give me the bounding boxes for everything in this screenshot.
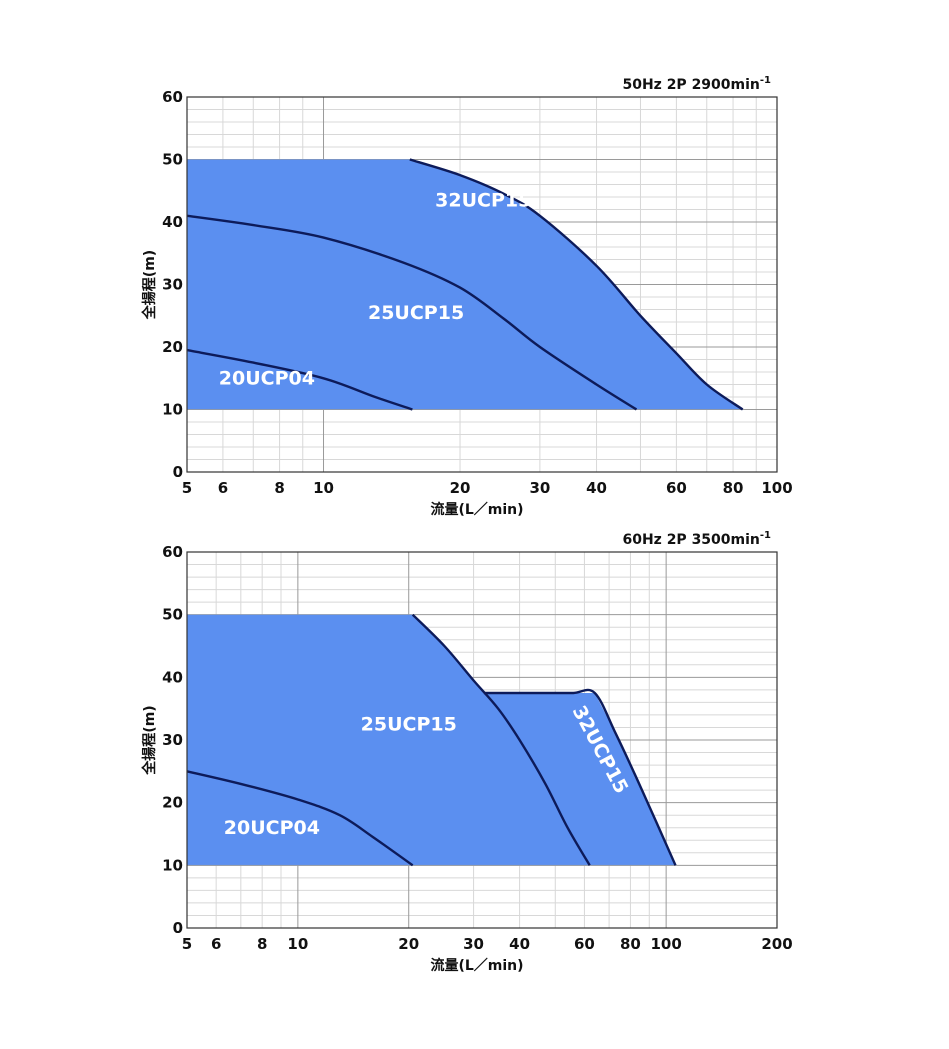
x-tick-label: 5: [182, 479, 192, 497]
x-tick-label: 200: [761, 935, 792, 953]
x-tick-label: 10: [313, 479, 334, 497]
x-tick-label: 8: [257, 935, 267, 953]
series-label-20ucp04: 20UCP04: [219, 368, 315, 390]
curve-20ucp04: [186, 770, 414, 867]
x-tick-label: 30: [463, 935, 484, 953]
x-tick-label: 30: [529, 479, 550, 497]
y-axis-label: 全揚程(m): [141, 250, 158, 320]
plot-frame: [186, 96, 778, 473]
condition-label: 50Hz 2P 2900min-1: [622, 75, 771, 93]
x-axis-label: 流量(L／min): [430, 957, 523, 974]
series-label-25ucp15: 25UCP15: [368, 302, 464, 324]
x-tick-label: 20: [450, 479, 471, 497]
y-tick-label: 0: [173, 463, 183, 481]
y-tick-label: 20: [162, 794, 183, 812]
x-axis-label: 流量(L／min): [430, 501, 523, 518]
x-tick-label: 100: [650, 935, 681, 953]
curve-20ucp04: [186, 348, 413, 411]
y-axis-label: 全揚程(m): [141, 705, 158, 775]
y-tick-label: 30: [162, 731, 183, 749]
x-tick-label: 40: [509, 935, 530, 953]
plot-frame: [186, 551, 778, 929]
condition-label: 60Hz 2P 3500min-1: [622, 530, 771, 548]
y-tick-label: 20: [162, 338, 183, 356]
curve-32ucp15: [483, 688, 677, 866]
y-tick-label: 60: [162, 88, 183, 106]
y-tick-label: 40: [162, 213, 183, 231]
x-tick-label: 80: [723, 479, 744, 497]
y-tick-label: 60: [162, 543, 183, 561]
x-tick-label: 40: [586, 479, 607, 497]
series-label-32ucp15: 32UCP15: [435, 189, 531, 211]
x-tick-label: 100: [761, 479, 792, 497]
y-tick-label: 40: [162, 668, 183, 686]
x-tick-label: 10: [287, 935, 308, 953]
x-tick-label: 60: [574, 935, 595, 953]
y-tick-label: 50: [162, 606, 183, 624]
curve-25ucp15: [186, 214, 638, 411]
y-tick-label: 10: [162, 856, 183, 874]
coverage-area: [187, 159, 743, 410]
x-tick-label: 6: [218, 479, 228, 497]
y-tick-label: 50: [162, 151, 183, 169]
series-label-25ucp15: 25UCP15: [361, 714, 457, 736]
x-tick-label: 6: [211, 935, 221, 953]
x-tick-label: 20: [398, 935, 419, 953]
x-tick-label: 80: [620, 935, 641, 953]
chart-2: 5 6 8 10 20 30 40 60 80 100 200 0 10 20 30 40 50 60 流量(L／m…: [141, 530, 793, 974]
curve-32ucp15: [409, 158, 744, 411]
curve-25ucp15: [411, 613, 591, 866]
chart-1: 5 6 8 10 20 30 40 60 80 100 0 10 20 30 40 50 60 流量(L／min)…: [141, 75, 793, 518]
x-tick-label: 60: [666, 479, 687, 497]
y-tick-label: 0: [173, 919, 183, 937]
y-tick-label: 10: [162, 401, 183, 419]
y-tick-label: 30: [162, 276, 183, 294]
x-tick-label: 8: [274, 479, 284, 497]
x-tick-label: 5: [182, 935, 192, 953]
series-label-20ucp04: 20UCP04: [224, 817, 320, 839]
